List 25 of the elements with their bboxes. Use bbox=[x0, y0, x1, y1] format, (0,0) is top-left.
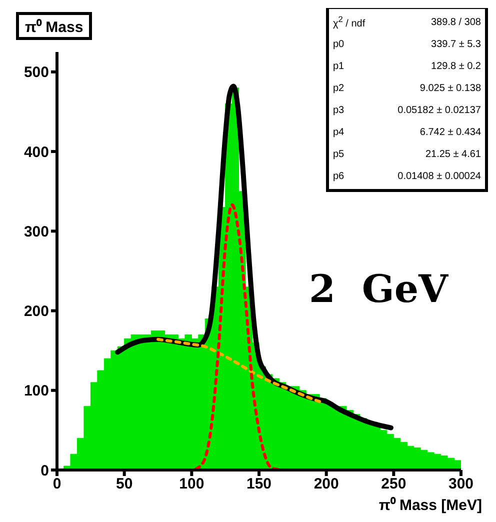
x-tick-label: 200 bbox=[314, 476, 339, 493]
y-tick-label: 300 bbox=[24, 223, 49, 240]
y-tick-label: 0 bbox=[40, 462, 49, 480]
x-tick-label: 100 bbox=[179, 476, 204, 493]
chart-title: π⁰ Mass bbox=[25, 19, 84, 36]
text: p4 6.742 ± 0.434 bbox=[333, 126, 481, 138]
text: χ$^{2}$ / ndf 389.8 / 308 bbox=[333, 14, 481, 30]
x-axis-title: π⁰ Mass [MeV] bbox=[378, 497, 482, 514]
y-tick-label: 400 bbox=[24, 144, 49, 161]
y-tick-label: 200 bbox=[24, 303, 49, 320]
text: p0 339.7 ± 5.3 bbox=[333, 38, 481, 50]
x-tick-label: 50 bbox=[116, 476, 133, 493]
text: p1 129.8 ± 0.2 bbox=[333, 60, 481, 72]
x-tick-label: 300 bbox=[448, 476, 474, 493]
line-series bbox=[156, 338, 322, 404]
text: p5 21.25 ± 4.61 bbox=[333, 148, 481, 160]
x-tick-label: 250 bbox=[381, 476, 406, 493]
text: p3 0.05182 ± 0.02137 bbox=[333, 104, 481, 116]
annotation: 2 GeV bbox=[308, 266, 448, 311]
text: p2 9.025 ± 0.138 bbox=[333, 82, 481, 94]
y-tick-label: 500 bbox=[24, 64, 49, 82]
y-tick-label: 100 bbox=[24, 382, 49, 400]
x-tick-label: 150 bbox=[246, 476, 272, 493]
x-tick-label: 0 bbox=[52, 476, 62, 493]
text: p6 0.01408 ± 0.00024 bbox=[333, 170, 481, 182]
